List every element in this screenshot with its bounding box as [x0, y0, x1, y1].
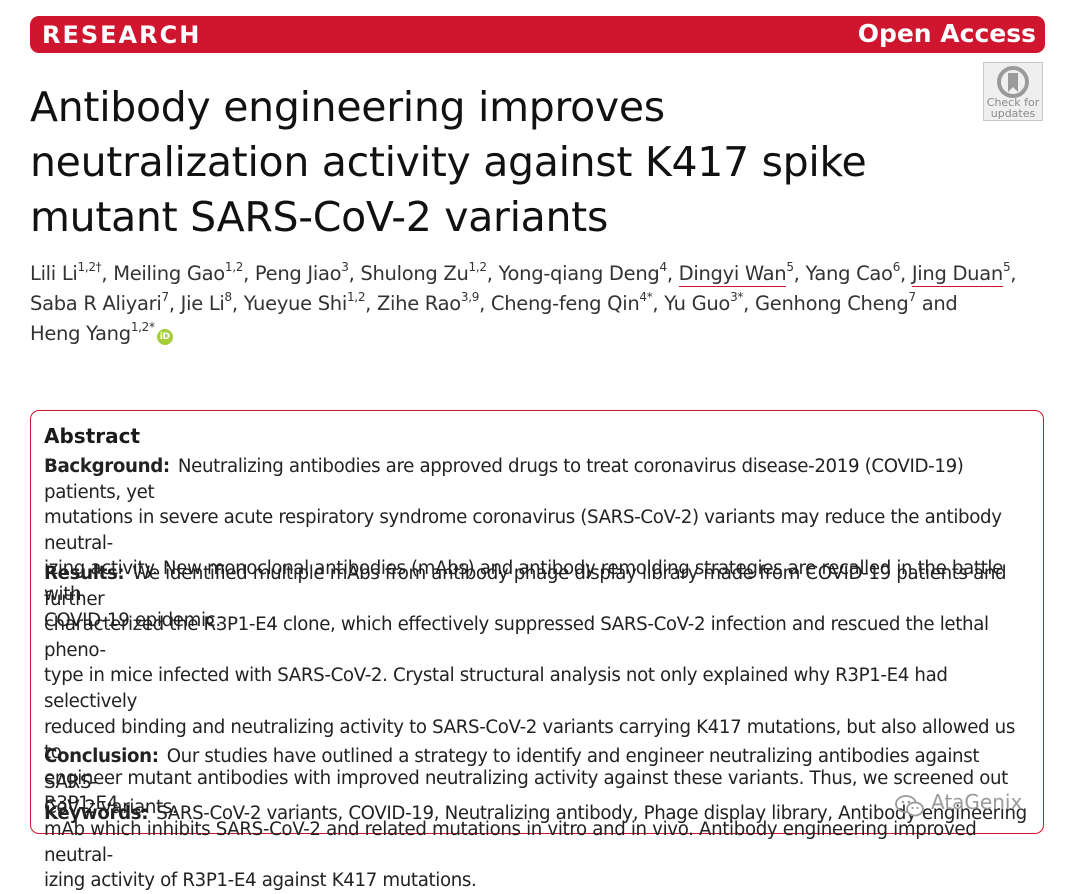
author-name[interactable]: Peng Jiao3 — [254, 260, 349, 285]
abstract-keywords: Keywords: SARS-CoV-2 variants, COVID-19, … — [44, 801, 1034, 827]
abstract-background: Background: Neutralizing antibodies are a… — [44, 456, 1003, 631]
results-label: Results: — [44, 563, 125, 584]
wechat-icon — [895, 795, 924, 817]
author-name[interactable]: Dingyi Wan5 — [678, 260, 794, 287]
title-line: Antibody engineering improves — [30, 83, 665, 131]
keywords-label: Keywords: — [44, 803, 149, 824]
author-name[interactable]: Lili Li1,2† — [30, 260, 102, 285]
author-name[interactable]: Zihe Rao3,9 — [376, 290, 480, 315]
author-name[interactable]: Cheng-feng Qin4* — [490, 290, 653, 315]
author-name[interactable]: Yong-qiang Deng4 — [498, 260, 668, 285]
abstract-conclusion: Conclusion: Our studies have outlined a s… — [44, 746, 980, 819]
author-name[interactable]: Yueyue Shi1,2 — [243, 290, 366, 315]
author-name[interactable]: Genhong Cheng7 — [754, 290, 916, 315]
author-name[interactable]: Yu Guo3* — [664, 290, 744, 315]
author-name[interactable]: Heng Yang1,2* — [30, 320, 155, 345]
and-word: and — [921, 292, 958, 315]
check-for-updates-button[interactable]: Check for updates — [983, 62, 1043, 121]
author-name[interactable]: Saba R Aliyari7 — [30, 290, 169, 315]
article-title: Antibody engineering improves neutraliza… — [30, 80, 970, 245]
conclusion-label: Conclusion: — [44, 746, 159, 767]
abstract-results: Results: We identified multiple mAbs from… — [44, 563, 1015, 892]
author-name[interactable]: Meiling Gao1,2 — [113, 260, 244, 285]
article-type-label: RESEARCH — [42, 21, 202, 49]
author-name[interactable]: Shulong Zu1,2 — [360, 260, 487, 285]
author-list: Lili Li1,2†, Meiling Gao1,2, Peng Jiao3,… — [30, 260, 1017, 345]
title-line: neutralization activity against K417 spi… — [30, 138, 867, 186]
updates-label: updates — [990, 107, 1036, 120]
keywords-list: SARS-CoV-2 variants, COVID-19, Neutraliz… — [156, 803, 1027, 824]
orcid-icon[interactable]: iD — [156, 329, 173, 345]
title-line: mutant SARS-CoV-2 variants — [30, 193, 609, 241]
background-label: Background: — [44, 456, 170, 477]
research-banner: RESEARCH Open Access — [30, 16, 1045, 53]
abstract-heading: Abstract — [44, 424, 141, 448]
abstract-box: Abstract Background: Neutralizing antibod… — [30, 410, 1044, 891]
author-name[interactable]: Jie Li8 — [180, 290, 233, 315]
author-name[interactable]: Jing Duan5 — [911, 260, 1011, 287]
watermark-text: AtaGenix — [931, 790, 1023, 814]
author-name[interactable]: Yang Cao6 — [805, 260, 901, 285]
check-for-label: Check for — [986, 96, 1040, 109]
open-access-label: Open Access — [857, 19, 1036, 48]
bookmark-ribbon-icon — [997, 66, 1029, 98]
